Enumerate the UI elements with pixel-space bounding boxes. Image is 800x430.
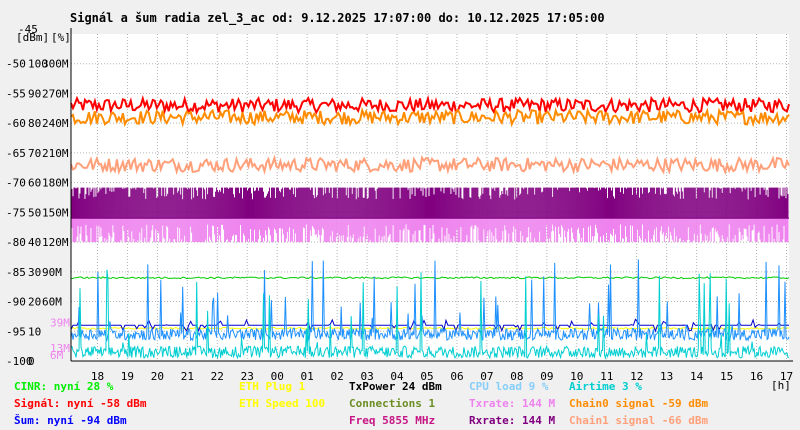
y-tick-rate: 120M	[42, 236, 69, 249]
y-tick-pct: 10	[28, 325, 41, 338]
series-sign-l	[70, 94, 790, 116]
x-tick-label: 19	[121, 370, 134, 383]
series-chain1-signal	[70, 154, 790, 176]
y-tick-dbm: -60	[6, 117, 26, 130]
y-tick-pct: 50	[28, 206, 41, 219]
unit-label-pct: [%]	[51, 31, 71, 44]
series-eth-plug	[70, 326, 790, 330]
legend: CINR: nyní 28 % Signál: nyní -58 dBm Šum: …	[14, 380, 708, 427]
legend-entry: Txrate: 144 M	[469, 397, 555, 410]
x-tick-label: 07	[480, 370, 493, 383]
legend-entry: Šum: nyní -94 dBm	[14, 414, 127, 427]
legend-entry: CINR: nyní 28 %	[14, 380, 114, 393]
legend-entry: TxPower 24 dBm	[349, 380, 442, 393]
unit-label-dbm: [dBm]	[16, 31, 49, 44]
x-tick-label: 06	[450, 370, 463, 383]
grid-lines	[71, 34, 789, 362]
legend-entry: ETH Speed 100	[239, 397, 325, 410]
y-tick-pct: 70	[28, 147, 41, 160]
series-rxrate	[70, 187, 789, 219]
y-tick-pct: 30	[28, 266, 41, 279]
legend-entry: Chain1 signal -66 dBm	[569, 414, 708, 427]
y-tick-dbm: -55	[6, 87, 26, 100]
x-tick-label: 08	[510, 370, 523, 383]
x-tick-label: 23	[241, 370, 254, 383]
y-tick-rate: 150M	[42, 206, 69, 219]
x-tick-label: 01	[301, 370, 314, 383]
x-tick-label: 18	[91, 370, 104, 383]
y-tick-pct: 0	[28, 355, 35, 368]
x-tick-label: 05	[420, 370, 433, 383]
y-tick-dbm: -100	[6, 355, 33, 368]
legend-entry: Airtime 3 %	[569, 380, 642, 393]
y-tick-dbm: -65	[6, 147, 26, 160]
y-tick-pct: 90	[28, 87, 41, 100]
x-unit-label: [h]	[771, 379, 791, 392]
top-value-label: -45	[18, 23, 38, 36]
y-tick-rate: 300M	[42, 58, 69, 71]
legend-entry: ETH Plug 1	[239, 380, 306, 393]
y-tick-pct: 20	[28, 296, 41, 309]
y-tick-dbm: -75	[6, 206, 26, 219]
y-tick-rate: 60M	[42, 296, 62, 309]
series--um	[70, 318, 790, 333]
y-tick-dbm: -85	[6, 266, 26, 279]
x-tick-label: 14	[690, 370, 704, 383]
y-tick-dbm: -80	[6, 236, 26, 249]
series-layer	[70, 94, 790, 360]
chart-title: Signál a šum radia zel_3_ac od: 9.12.202…	[70, 11, 605, 26]
x-tick-label: 09	[540, 370, 553, 383]
x-tick-label: 02	[331, 370, 344, 383]
x-tick-label: 00	[271, 370, 284, 383]
series-cpu-load	[70, 259, 790, 342]
series-chain0-signal	[70, 106, 790, 128]
y-tick-rate: 210M	[42, 147, 69, 160]
x-tick-label: 10	[570, 370, 583, 383]
x-tick-label: 16	[750, 370, 763, 383]
y-tick-rate: 240M	[42, 117, 69, 130]
x-tick-label: 22	[211, 370, 224, 383]
legend-entry: Chain0 signal -59 dBm	[569, 397, 708, 410]
legend-entry: Rxrate: 144 M	[469, 414, 555, 427]
x-tick-label: 20	[151, 370, 164, 383]
series-cinr	[70, 276, 790, 280]
y-tick-rate: 270M	[42, 87, 69, 100]
x-tick-label: 11	[600, 370, 613, 383]
x-tick-label: 04	[390, 370, 404, 383]
y-tick-rate: 180M	[42, 177, 69, 190]
legend-entry: Connections 1	[349, 397, 435, 410]
x-tick-label: 13	[660, 370, 673, 383]
y-tick-dbm: -95	[6, 325, 26, 338]
x-tick-label: 17	[780, 370, 793, 383]
y-tick-dbm: -70	[6, 177, 26, 190]
y-tick-dbm: -50	[6, 58, 26, 71]
legend-entry: Signál: nyní -58 dBm	[14, 397, 147, 410]
y-rate-marker: 6M	[50, 349, 64, 362]
y-tick-pct: 40	[28, 236, 41, 249]
y-tick-pct: 60	[28, 177, 41, 190]
legend-entry: CPU load 9 %	[469, 380, 549, 393]
y-tick-rate: 90M	[42, 266, 62, 279]
x-tick-label: 15	[720, 370, 733, 383]
x-tick-label: 03	[360, 370, 373, 383]
y-tick-pct: 80	[28, 117, 41, 130]
y-tick-pct: 100	[28, 58, 48, 71]
x-tick-label: 21	[181, 370, 194, 383]
y-rate-marker: 13M	[50, 342, 70, 355]
y-rate-marker: 39M	[50, 316, 70, 329]
series-airtime	[71, 269, 790, 360]
x-tick-label: 12	[630, 370, 643, 383]
y-tick-dbm: -90	[6, 296, 26, 309]
legend-entry: Freq 5855 MHz	[349, 414, 435, 427]
